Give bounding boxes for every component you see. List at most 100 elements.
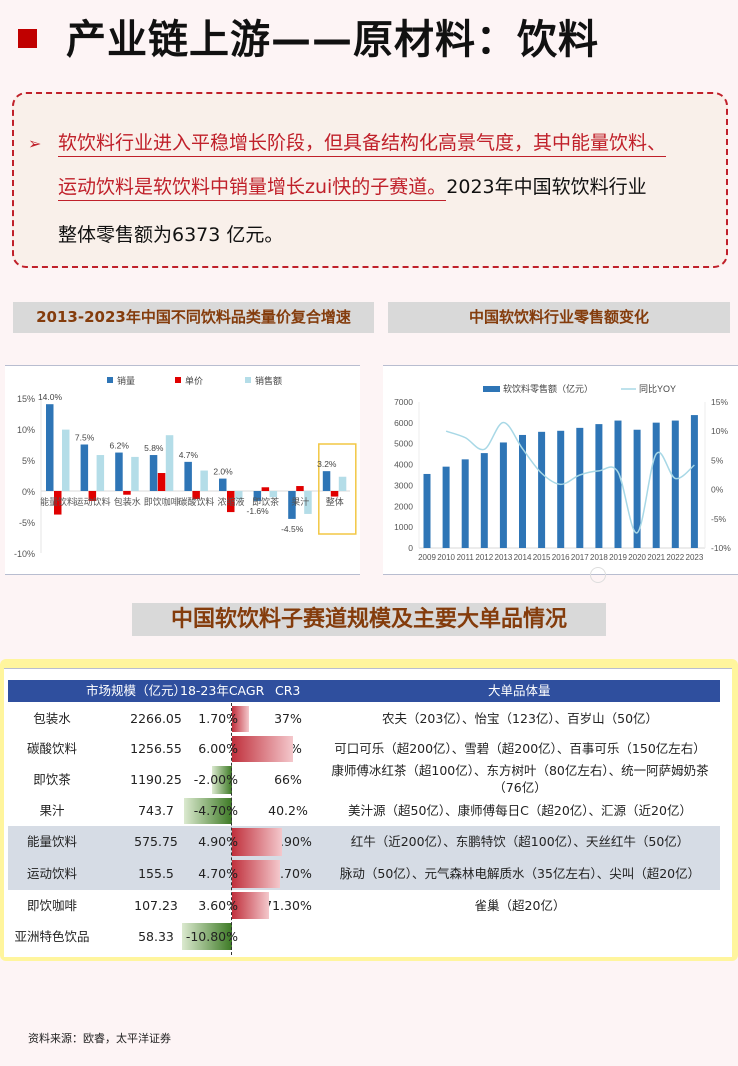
row-cr3: 40.2% [268,803,308,818]
bar [62,429,70,491]
row-cagr: 4.90% [198,834,238,849]
summary-line-1: 软饮料行业进入平稳增长阶段，但具备结构化高景气度，其中能量饮料、 [58,131,667,157]
x-tick: 2011 [457,553,475,562]
row-name: 包装水 [33,711,71,726]
bar [88,491,97,501]
bar [115,452,123,491]
row-name: 亚洲特色饮品 [14,929,90,944]
arrow-right-icon: ➢ [28,134,42,153]
row-market-size: 2266.05 [130,711,182,726]
bar [690,415,698,548]
header-cr3: CR3 [275,683,301,698]
svg-text:0: 0 [408,543,413,553]
chart2-heading: 中国软饮料行业零售额变化 [388,302,730,333]
row-cagr: -4.70% [193,803,238,818]
cagr-data-bar [232,736,294,762]
table-header: 市场规模（亿元） 18-23年CAGR CR3 大单品体量 [8,680,720,702]
svg-text:-10%: -10% [711,543,731,553]
svg-text:6000: 6000 [394,418,413,428]
row-products: 雀巢（超20亿） [474,898,566,913]
svg-text:软饮料零售额（亿元）: 软饮料零售额（亿元） [503,383,593,394]
x-tick: 2022 [666,553,684,562]
cagr-data-bar [232,828,282,856]
bar [461,459,469,548]
bar [157,473,166,491]
bar [131,456,139,491]
category-label: 碳酸饮料 [178,496,214,507]
row-name: 果汁 [39,803,65,818]
bar [322,471,331,491]
svg-text:1000: 1000 [394,522,413,532]
legend-item: 销量 [117,375,135,386]
row-products: 康师傅冰红茶（超100亿）、东方树叶（80亿左右）、统一阿萨姆奶茶 （76亿） [331,763,709,795]
row-cagr: -2.00% [193,772,238,787]
table-row: 果汁 743.7 -4.70% 40.2% 美汁源（超50亿）、康师傅每日C（超20亿）… [8,796,720,826]
table-container [4,668,732,957]
bar [46,404,54,491]
bar [338,476,347,491]
row-cagr: 4.70% [198,866,238,881]
summary-highlight-1: 软饮料行业进入平稳增长阶段，但具备结构化高景气度，其中能量饮料、 [58,132,667,157]
bar [576,427,584,548]
row-products: 红牛（近200亿）、东鹏特饮（超100亿）、天丝红牛（50亿） [350,834,690,849]
bar [219,478,227,491]
summary-highlight-2: 运动饮料是软饮料中销量增长zui快的子赛道。 [58,176,447,201]
row-products: 农夫（203亿）、怡宝（123亿）、百岁山（50亿） [381,711,659,726]
row-cr3: 37% [274,711,302,726]
category-label: 整体 [326,496,344,507]
bar [614,420,622,548]
bar [442,466,450,548]
category-label: 即饮茶 [252,496,279,507]
row-cagr: 3.60% [198,898,238,913]
svg-text:10%: 10% [711,426,728,436]
table-row: 即饮咖啡 107.23 3.60% 71.30% 雀巢（超20亿） [8,890,720,921]
bar [595,424,603,548]
category-label: 即饮咖啡 [144,496,180,507]
row-name: 碳酸饮料 [26,741,77,756]
row-products: 脉动（50亿）、元气森林电解质水（35亿左右）、尖叫（超20亿） [339,866,701,881]
x-tick: 2017 [571,553,589,562]
svg-text:7000: 7000 [394,397,413,407]
bar [269,491,278,498]
svg-text:同比YOY: 同比YOY [639,383,676,394]
data-label: 5.8% [144,443,164,453]
category-label: 包装水 [114,496,141,507]
row-name: 运动饮料 [26,866,77,881]
legend-item: 销售额 [255,375,282,386]
category-label: 能量饮料 [40,496,76,507]
bar [519,434,526,548]
bar [423,473,431,548]
row-name: 能量饮料 [26,834,77,849]
chart1-heading: 2013-2023年中国不同饮料品类量价复合增速 [13,302,374,333]
bar [192,491,200,500]
summary-text-3: 整体零售额为6373 亿元。 [58,224,284,246]
x-tick: 2010 [437,553,455,562]
x-tick: 2014 [514,553,532,562]
category-label: 浓缩液 [217,496,244,507]
bar [480,453,488,548]
row-market-size: 155.5 [138,866,174,881]
summary-line-3: 整体零售额为6373 亿元。 [58,223,283,247]
bar [288,491,296,519]
page-title: 产业链上游——原材料：饮料 [66,17,599,63]
source-note: 资料来源：欧睿，太平洋证券 [28,1032,171,1045]
bar [557,430,565,548]
header-products: 大单品体量 [488,683,551,698]
svg-text:3000: 3000 [394,480,413,490]
cagr-zero-axis [231,703,232,955]
bar [304,491,312,514]
bar [538,431,546,548]
data-label: 2.0% [213,467,233,477]
cagr-data-bar [184,798,232,824]
data-label: -4.5% [281,524,304,534]
cagr-data-bar [182,923,232,950]
title-square-icon [18,29,37,48]
bar [227,491,235,513]
bar [296,486,304,491]
table-row: 即饮茶 1190.25 -2.00% 66% 康师傅冰红茶（超100亿）、东方树叶（80… [8,763,720,796]
category-growth-chart: 15% 10% 5% 0% -5% -10% 销量 单价 销售额 14.0% 能量饮料 7.5% 运动饮… [5,365,360,575]
x-tick: 2019 [609,553,627,562]
svg-text:0%: 0% [711,485,724,495]
row-market-size: 58.33 [138,929,174,944]
row-cagr: 6.00% [198,741,238,756]
